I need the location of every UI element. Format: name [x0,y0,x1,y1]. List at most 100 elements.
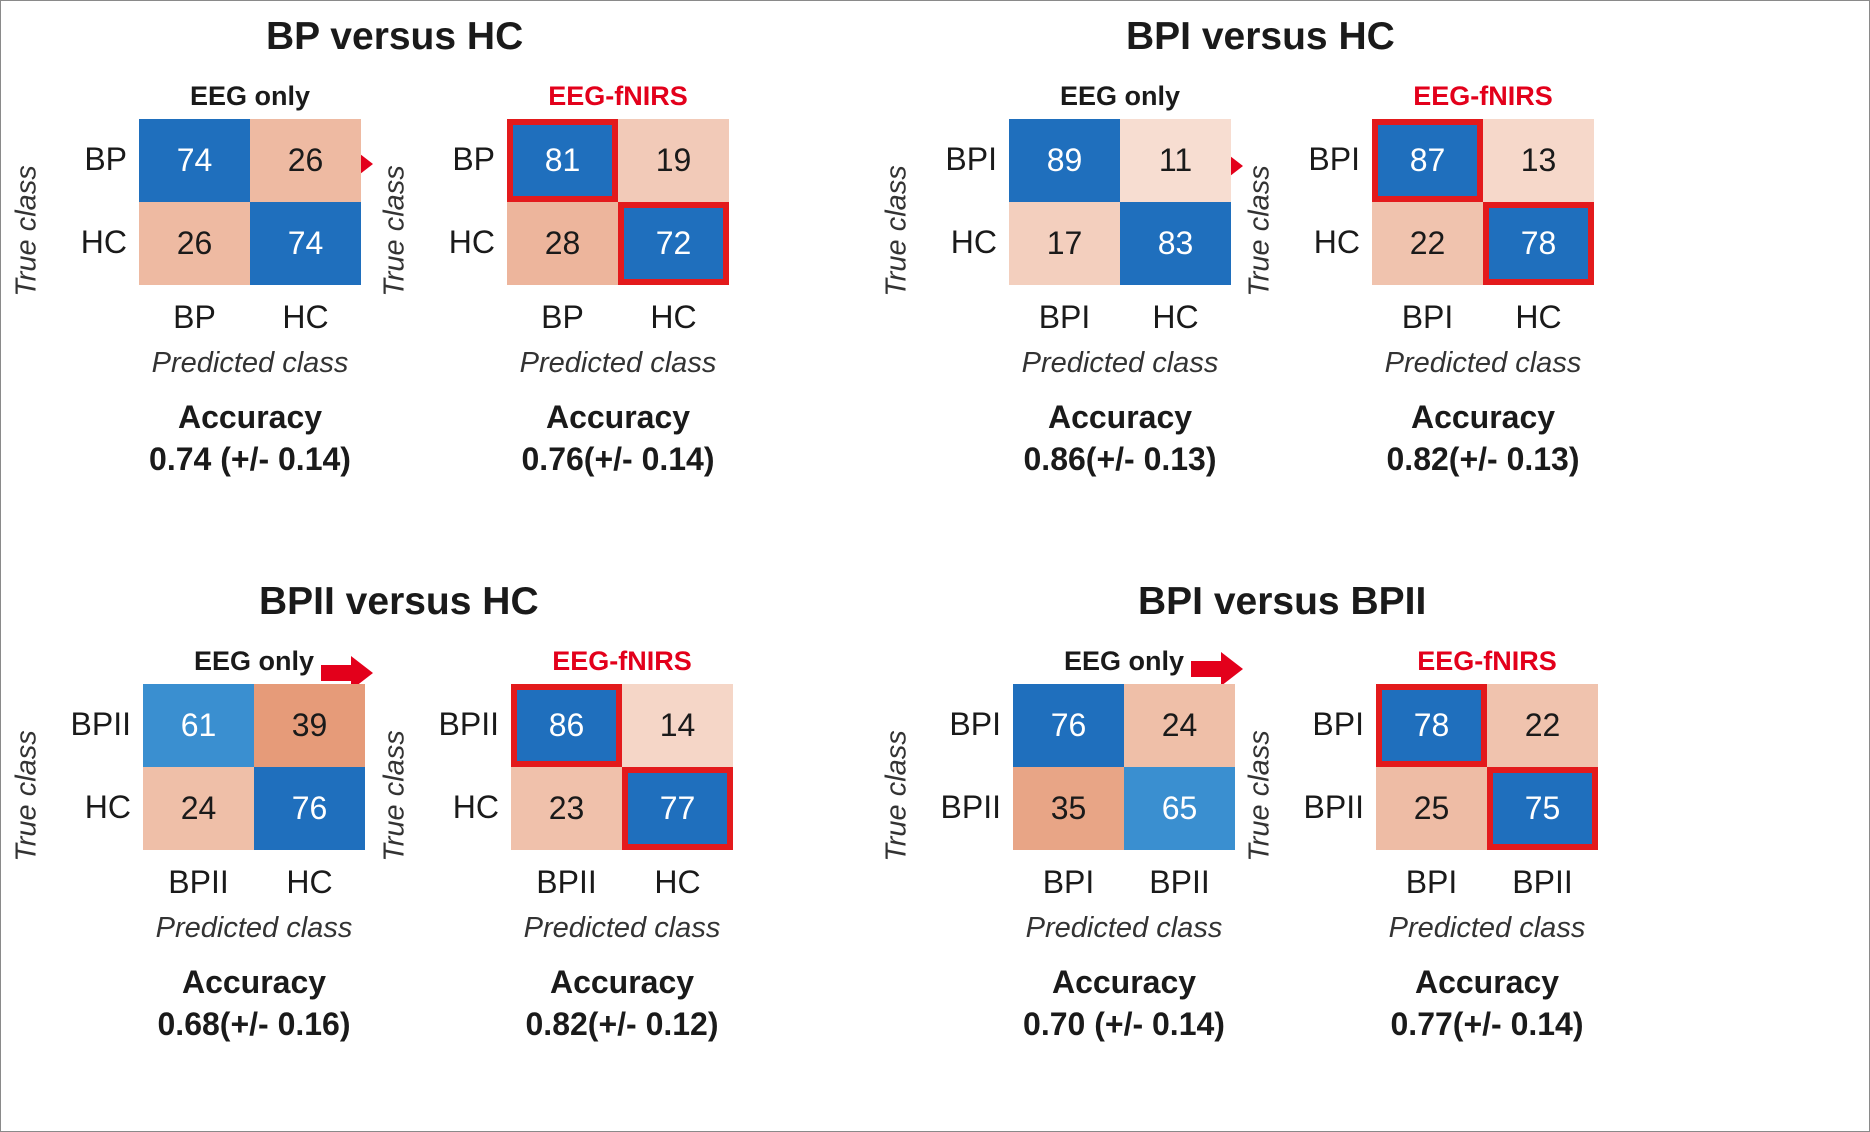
method-label: EEG-fNIRS [548,81,688,111]
matrix-cell: 28 [507,202,618,285]
y-axis-label-text: True class [880,730,913,862]
x-axis-label: Predicted class [155,912,353,944]
matrix-cell: 74 [139,119,250,202]
column-tick-label: BPII [536,864,597,900]
matrix-cell: 87 [1372,119,1483,202]
x-axis-label: Predicted class [1384,347,1582,379]
confusion-matrix: EEG-fNIRS True class BP HC 81 19 28 72 BP HC Predi… [379,81,779,501]
row-tick-label: BPII [940,789,1001,825]
matrix-cell: 22 [1487,684,1598,767]
method-label: EEG-fNIRS [1417,646,1557,676]
matrix-cell: 74 [250,202,361,285]
matrix-grid: 87 13 22 78 [1372,119,1594,285]
matrix-cell: 24 [143,767,254,850]
matrix-cell: 39 [254,684,365,767]
matrix-cell: 78 [1483,202,1594,285]
matrix-cell: 81 [507,119,618,202]
arrow-icon [321,656,373,690]
y-axis-label-text: True class [10,165,43,297]
confusion-matrix: EEG-fNIRS True class BPI HC 87 13 22 78 BPI HC Pre… [1244,81,1644,501]
chart-title: BP versus HC [266,15,524,58]
matrix-cell: 19 [618,119,729,202]
y-axis-label-text: True class [880,165,913,297]
matrix-cell: 26 [139,202,250,285]
matrix-grid: 89 11 17 83 [1009,119,1231,285]
y-axis-label: True class [7,716,47,876]
matrix-cell: 72 [618,202,729,285]
row-tick-label: HC [1313,224,1360,260]
matrix-grid: 76 24 35 65 [1013,684,1235,850]
row-tick-label: HC [452,789,499,825]
matrix-cell: 13 [1483,119,1594,202]
matrix-cell: 11 [1120,119,1231,202]
row-tick-label: HC [950,224,997,260]
accuracy-value: 0.77(+/- 0.14) [1390,1006,1584,1042]
row-tick-label: HC [80,224,127,260]
matrix-cell: 61 [143,684,254,767]
matrix-cell: 26 [250,119,361,202]
method-label: EEG only [189,81,311,111]
matrix-cell: 76 [1013,684,1124,767]
accuracy-heading: Accuracy [545,399,691,435]
y-axis-label-text: True class [1243,165,1276,297]
chart-title: BPI versus HC [1126,15,1395,58]
matrix-cell: 75 [1487,767,1598,850]
column-tick-label: BPII [1512,864,1573,900]
column-tick-label: BPII [1149,864,1210,900]
x-axis-label: Predicted class [523,912,721,944]
confusion-matrix: EEG only True class BPI HC 89 11 17 83 BPI HC Pred… [881,81,1281,501]
x-axis-label: Predicted class [1021,347,1219,379]
accuracy-value: 0.82(+/- 0.13) [1386,441,1580,477]
accuracy-heading: Accuracy [1410,399,1556,435]
method-label: EEG only [193,646,315,676]
y-axis-label-text: True class [10,730,43,862]
x-axis-label: Predicted class [1025,912,1223,944]
matrix-cell: 14 [622,684,733,767]
column-tick-label: HC [1152,299,1199,335]
y-axis-label-text: True class [378,730,411,862]
accuracy-heading: Accuracy [177,399,323,435]
row-tick-label: BPII [70,706,131,742]
matrix-cell: 22 [1372,202,1483,285]
row-tick-label: BPII [438,706,499,742]
accuracy-heading: Accuracy [1047,399,1193,435]
confusion-matrix: EEG only True class BP HC 74 26 26 74 BP HC Predic… [11,81,411,501]
y-axis-label-text: True class [1243,730,1276,862]
column-tick-label: HC [654,864,701,900]
accuracy-value: 0.76(+/- 0.14) [521,441,715,477]
column-tick-label: BPII [168,864,229,900]
accuracy-heading: Accuracy [1414,964,1560,1000]
column-tick-label: BPI [1401,299,1454,335]
y-axis-label: True class [375,716,415,876]
accuracy-heading: Accuracy [181,964,327,1000]
matrix-cell: 77 [622,767,733,850]
x-axis-label: Predicted class [151,347,349,379]
confusion-matrix: EEG-fNIRS True class BPI BPII 78 22 25 75 BPI BPI… [1244,646,1644,1066]
column-tick-label: HC [282,299,329,335]
row-tick-label: BPI [1308,141,1360,177]
matrix-cell: 25 [1376,767,1487,850]
confusion-matrix: EEG only True class BPII HC 61 39 24 76 BPII HC Pr… [11,646,411,1066]
accuracy-value: 0.82(+/- 0.12) [525,1006,719,1042]
arrow-icon [1191,652,1243,686]
method-label: EEG only [1063,646,1185,676]
accuracy-value: 0.68(+/- 0.16) [157,1006,351,1042]
matrix-cell: 35 [1013,767,1124,850]
accuracy-value: 0.74 (+/- 0.14) [149,441,351,477]
confusion-matrix: EEG-fNIRS True class BPII HC 86 14 23 77 BPII HC P… [379,646,779,1066]
column-tick-label: HC [286,864,333,900]
matrix-cell: 86 [511,684,622,767]
column-tick-label: BPI [1038,299,1091,335]
row-tick-label: BP [84,141,127,177]
y-axis-label: True class [877,716,917,876]
column-tick-label: HC [1515,299,1562,335]
confusion-matrix: EEG only True class BPI BPII 76 24 35 65 BPI BPII… [881,646,1281,1066]
matrix-cell: 89 [1009,119,1120,202]
row-tick-label: BP [452,141,495,177]
matrix-cell: 78 [1376,684,1487,767]
matrix-cell: 76 [254,767,365,850]
method-label: EEG-fNIRS [552,646,692,676]
method-label: EEG only [1059,81,1181,111]
column-tick-label: BP [173,299,216,335]
